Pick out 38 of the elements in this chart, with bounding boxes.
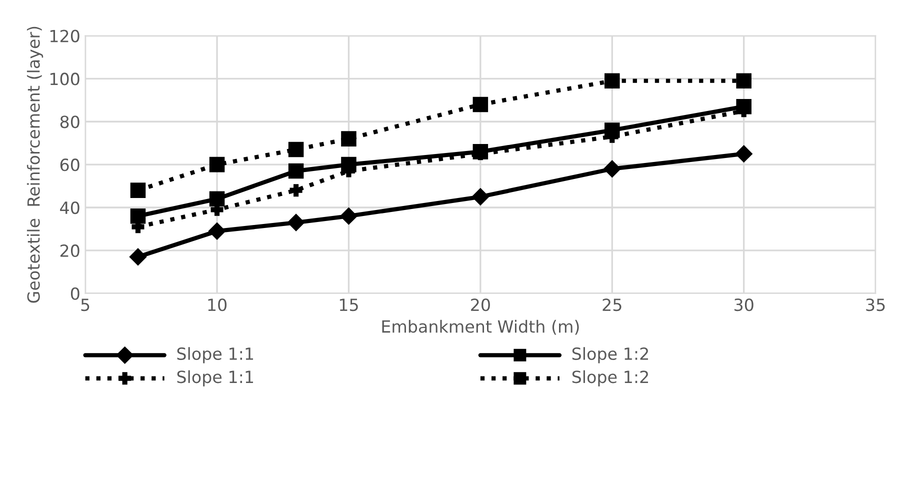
x-tick-label: 35 bbox=[866, 298, 885, 312]
y-tick-label: 0 bbox=[70, 287, 80, 300]
point bbox=[129, 248, 147, 266]
x-tick-label: 30 bbox=[734, 298, 754, 312]
y-tick-label: 100 bbox=[50, 72, 80, 86]
point bbox=[472, 96, 488, 112]
point bbox=[209, 156, 225, 172]
y-tick-label: 20 bbox=[60, 244, 80, 257]
x-tick-label: 5 bbox=[81, 298, 90, 312]
point bbox=[290, 184, 302, 197]
point bbox=[341, 131, 356, 146]
y-tick-label: 40 bbox=[60, 201, 80, 214]
point bbox=[209, 191, 225, 207]
point bbox=[604, 160, 621, 178]
x-tick-label: 20 bbox=[471, 298, 490, 312]
y-tick-label: 120 bbox=[50, 30, 80, 42]
x-tick-label: 25 bbox=[602, 298, 622, 312]
x-axis-title: Embankment Width (m) bbox=[382, 320, 579, 335]
point bbox=[130, 208, 146, 224]
point bbox=[604, 73, 620, 88]
y-tick-label: 80 bbox=[60, 116, 80, 128]
point bbox=[288, 163, 304, 179]
x-tick-label: 10 bbox=[208, 298, 227, 312]
point bbox=[472, 188, 489, 206]
legend-label: Slope 1:1 bbox=[177, 370, 254, 386]
point bbox=[208, 222, 226, 240]
point bbox=[287, 214, 305, 232]
point bbox=[736, 73, 752, 88]
x-tick-label: 15 bbox=[340, 298, 358, 312]
point bbox=[130, 182, 146, 198]
point bbox=[340, 208, 358, 225]
legend-label: Slope 1:1 bbox=[177, 347, 254, 364]
point bbox=[735, 145, 752, 162]
legend-label: Slope 1:2 bbox=[572, 347, 648, 364]
y-axis-title: Geotextile Reinforcement (layer) bbox=[26, 26, 44, 303]
legend-label: Slope 1:2 bbox=[572, 370, 648, 386]
y-tick-label: 60 bbox=[60, 158, 80, 172]
point bbox=[288, 142, 304, 158]
